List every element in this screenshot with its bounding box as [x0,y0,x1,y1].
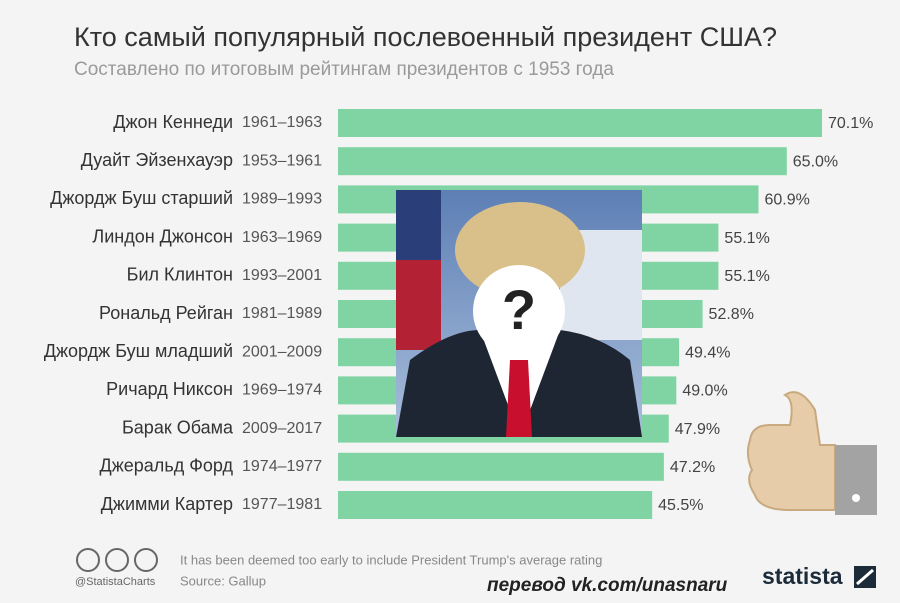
icon [76,548,100,572]
period-label: 1981–1989 [242,305,322,322]
period-label: 1989–1993 [242,191,322,208]
period-label: 1993–2001 [242,267,322,284]
hair [455,202,585,298]
category-label: Джимми Картер [101,494,233,514]
chart-subtitle: Составлено по итоговым рейтингам президе… [74,59,614,80]
note: It has been deemed too early to include … [180,552,602,567]
value-label: 47.2% [670,459,715,476]
brand-logo-mark [856,568,874,586]
value-label: 55.1% [724,268,769,285]
value-label: 60.9% [764,192,809,209]
period-label: 1963–1969 [242,229,322,246]
icon [105,548,129,572]
photo: ? [396,190,642,437]
bar [338,109,822,137]
period-label: 1977–1981 [242,496,322,513]
period-label: 1969–1974 [242,382,322,399]
category-label: Ричард Никсон [106,379,233,399]
value-label: 65.0% [793,153,838,170]
value-label: 49.0% [682,383,727,400]
period-label: 1974–1977 [242,458,322,475]
bar [338,452,664,481]
face-cover [473,265,565,357]
button [852,494,860,502]
cc-icons [76,548,158,572]
value-label: 55.1% [724,230,769,247]
period-label: 1953–1961 [242,152,322,169]
period-label: 1961–1963 [242,114,322,131]
category-label: Линдон Джонсон [92,226,233,246]
handle: @StatistaCharts [75,576,156,588]
category-label: Рональд Рейган [99,303,233,323]
icon [134,548,158,572]
value-label: 47.9% [675,421,720,438]
category-label: Джеральд Форд [100,456,234,476]
period-label: 2001–2009 [242,343,322,360]
chart-title: Кто самый популярный послевоенный презид… [74,22,777,52]
value-label: 70.1% [828,115,873,132]
tie [506,360,532,437]
thumbs-up [746,391,877,515]
watermark: перевод vk.com/unasnaru [487,575,728,596]
value-label: 45.5% [658,497,703,514]
period-label: 2009–2017 [242,420,322,437]
hand [746,391,836,511]
category-label: Дуайт Эйзенхауэр [81,150,233,170]
value-label: 52.8% [709,306,754,323]
category-label: Джордж Буш младший [44,341,233,361]
sleeve [835,445,877,515]
category-label: Барак Обама [122,417,234,437]
flag-canton [396,190,441,260]
bar [338,147,787,176]
brand: statista [762,563,843,589]
category-label: Бил Клинтон [127,265,233,285]
value-label: 49.4% [685,344,730,361]
source: Source: Gallup [180,573,266,588]
bar [338,491,653,519]
category-label: Джордж Буш старший [50,188,233,208]
photo-question: ? [502,278,536,341]
category-label: Джон Кеннеди [113,112,233,132]
